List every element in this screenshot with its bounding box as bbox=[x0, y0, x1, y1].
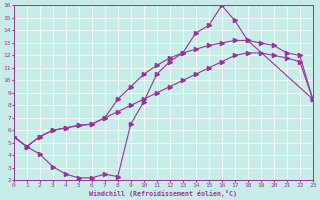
X-axis label: Windchill (Refroidissement éolien,°C): Windchill (Refroidissement éolien,°C) bbox=[89, 190, 237, 197]
